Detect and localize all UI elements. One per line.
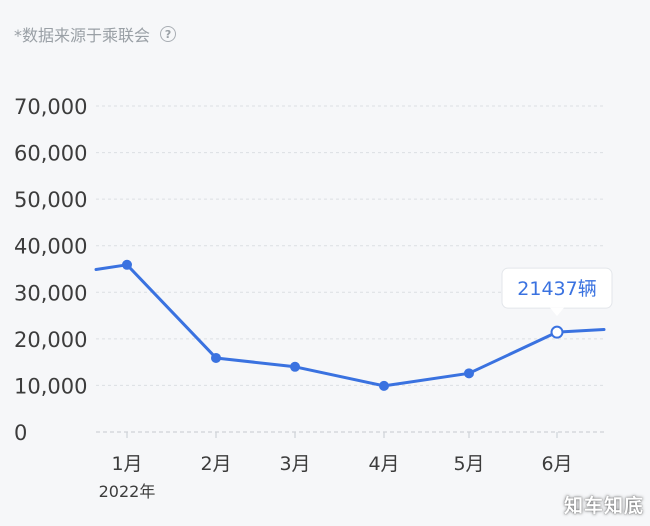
y-tick-label: 30,000	[14, 281, 87, 305]
y-tick-label: 20,000	[14, 328, 87, 352]
x-year-label: 2022年	[99, 482, 156, 501]
x-tick-label: 6月	[541, 453, 572, 475]
y-tick-label: 40,000	[14, 235, 87, 259]
x-tick-label: 3月	[279, 453, 310, 475]
x-tick-label: 4月	[368, 453, 399, 475]
data-point-highlighted	[550, 325, 564, 339]
x-tick-label: 2月	[200, 453, 231, 475]
x-tick-label: 5月	[453, 453, 484, 475]
y-tick-label: 0	[14, 421, 27, 445]
data-point	[290, 361, 300, 372]
data-point	[211, 352, 221, 363]
y-tick-label: 60,000	[14, 142, 87, 166]
data-point	[122, 259, 132, 270]
question-circle-icon[interactable]: ?	[160, 26, 177, 42]
watermark: 知车知底	[563, 495, 644, 517]
y-tick-label: 10,000	[14, 374, 87, 398]
x-tick-label: 1月	[111, 453, 142, 475]
data-source-text: *数据来源于乘联会	[14, 26, 151, 45]
tooltip-pointer	[550, 307, 564, 317]
y-tick-label: 70,000	[14, 95, 87, 119]
data-source-note: *数据来源于乘联会 ?	[14, 22, 177, 46]
y-tick-label: 50,000	[14, 188, 87, 212]
data-point	[464, 368, 474, 379]
data-point	[379, 380, 389, 391]
series-line	[94, 263, 606, 388]
tooltip-label: 21437辆	[517, 278, 596, 300]
